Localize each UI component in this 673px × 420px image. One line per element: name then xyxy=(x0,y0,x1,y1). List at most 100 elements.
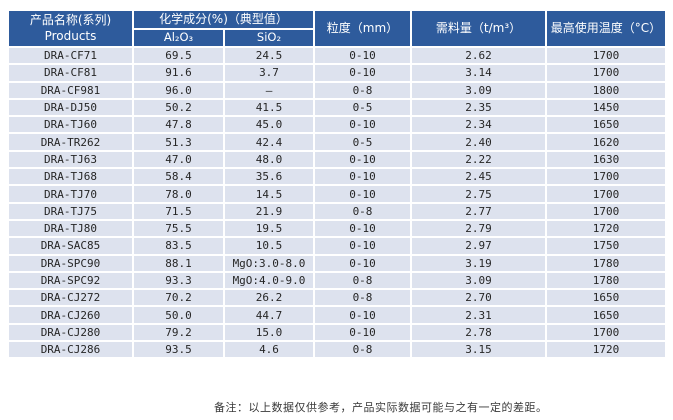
cell-sio2: 35.6 xyxy=(223,167,315,187)
header-product-en: Products xyxy=(44,28,97,43)
header-product: 产品名称(系列) Products xyxy=(7,9,134,48)
cell-name: DRA-TR262 xyxy=(7,132,134,152)
cell-name: DRA-TJ75 xyxy=(7,201,134,221)
cell-size: 0-10 xyxy=(313,149,412,170)
cell-al2o3: 71.5 xyxy=(132,201,225,221)
cell-amount: 3.09 xyxy=(410,80,547,100)
header-al2o3: Al₂O₃ xyxy=(132,28,225,48)
cell-sio2: – xyxy=(223,80,315,100)
cell-temp: 1780 xyxy=(545,270,667,291)
cell-al2o3: 70.2 xyxy=(132,288,225,308)
table-row: DRA-SPC92 93.3 MgO:4.0-9.0 0-8 3.09 1780 xyxy=(7,270,667,291)
cell-name: DRA-CF981 xyxy=(7,80,134,100)
cell-al2o3: 88.1 xyxy=(132,253,225,273)
header-chem-group: 化学成分(%)（典型值） xyxy=(132,9,315,30)
header-amount: 需料量（t/m³） xyxy=(410,9,547,48)
cell-sio2: 48.0 xyxy=(223,149,315,170)
table-row: DRA-DJ50 50.2 41.5 0-5 2.35 1450 xyxy=(7,97,667,118)
cell-amount: 2.31 xyxy=(410,305,547,325)
cell-size: 0-10 xyxy=(313,45,412,66)
table-row: DRA-CJ260 50.0 44.7 0-10 2.31 1650 xyxy=(7,305,667,325)
cell-sio2: 41.5 xyxy=(223,97,315,118)
cell-sio2: 21.9 xyxy=(223,201,315,221)
cell-name: DRA-CF71 xyxy=(7,45,134,66)
cell-size: 0-10 xyxy=(313,115,412,135)
table-row: DRA-CJ272 70.2 26.2 0-8 2.70 1650 xyxy=(7,288,667,308)
cell-temp: 1450 xyxy=(545,97,667,118)
cell-temp: 1800 xyxy=(545,80,667,100)
cell-name: DRA-TJ68 xyxy=(7,167,134,187)
cell-sio2: 44.7 xyxy=(223,305,315,325)
cell-name: DRA-CF81 xyxy=(7,63,134,83)
cell-name: DRA-SPC90 xyxy=(7,253,134,273)
cell-size: 0-10 xyxy=(313,218,412,239)
cell-amount: 2.34 xyxy=(410,115,547,135)
cell-temp: 1650 xyxy=(545,115,667,135)
cell-al2o3: 78.0 xyxy=(132,184,225,204)
cell-size: 0-8 xyxy=(313,80,412,100)
cell-al2o3: 75.5 xyxy=(132,218,225,239)
table-row: DRA-SAC85 83.5 10.5 0-10 2.97 1750 xyxy=(7,236,667,256)
cell-name: DRA-SPC92 xyxy=(7,270,134,291)
cell-al2o3: 96.0 xyxy=(132,80,225,100)
cell-size: 0-5 xyxy=(313,132,412,152)
cell-amount: 2.45 xyxy=(410,167,547,187)
cell-al2o3: 47.8 xyxy=(132,115,225,135)
cell-amount: 2.75 xyxy=(410,184,547,204)
cell-temp: 1700 xyxy=(545,184,667,204)
header-product-zh: 产品名称(系列) xyxy=(29,12,112,27)
cell-al2o3: 58.4 xyxy=(132,167,225,187)
product-spec-table: 产品名称(系列) Products 化学成分(%)（典型值） 粒度（mm） 需料… xyxy=(7,9,667,360)
cell-size: 0-10 xyxy=(313,253,412,273)
cell-size: 0-10 xyxy=(313,236,412,256)
cell-name: DRA-TJ70 xyxy=(7,184,134,204)
table-row: DRA-CJ286 93.5 4.6 0-8 3.15 1720 xyxy=(7,340,667,360)
table-row: DRA-TJ80 75.5 19.5 0-10 2.79 1720 xyxy=(7,218,667,239)
cell-al2o3: 50.2 xyxy=(132,97,225,118)
cell-temp: 1700 xyxy=(545,45,667,66)
table-row: DRA-CF71 69.5 24.5 0-10 2.62 1700 xyxy=(7,45,667,66)
cell-name: DRA-CJ272 xyxy=(7,288,134,308)
cell-amount: 2.62 xyxy=(410,45,547,66)
cell-amount: 2.97 xyxy=(410,236,547,256)
cell-size: 0-10 xyxy=(313,305,412,325)
cell-name: DRA-TJ60 xyxy=(7,115,134,135)
cell-amount: 3.09 xyxy=(410,270,547,291)
cell-amount: 2.77 xyxy=(410,201,547,221)
cell-amount: 2.35 xyxy=(410,97,547,118)
header-sio2: SiO₂ xyxy=(223,28,315,48)
cell-name: DRA-DJ50 xyxy=(7,97,134,118)
header-size: 粒度（mm） xyxy=(313,9,412,48)
cell-amount: 3.15 xyxy=(410,340,547,360)
table-row: DRA-TJ63 47.0 48.0 0-10 2.22 1630 xyxy=(7,149,667,170)
table-body: DRA-CF71 69.5 24.5 0-10 2.62 1700 DRA-CF81 91.6… xyxy=(7,45,667,360)
cell-sio2: 42.4 xyxy=(223,132,315,152)
table-row: DRA-SPC90 88.1 MgO:3.0-8.0 0-10 3.19 1780 xyxy=(7,253,667,273)
table-row: DRA-TJ68 58.4 35.6 0-10 2.45 1700 xyxy=(7,167,667,187)
cell-size: 0-8 xyxy=(313,201,412,221)
cell-al2o3: 93.5 xyxy=(132,340,225,360)
cell-size: 0-10 xyxy=(313,184,412,204)
cell-name: DRA-CJ286 xyxy=(7,340,134,360)
cell-sio2: 3.7 xyxy=(223,63,315,83)
cell-temp: 1700 xyxy=(545,63,667,83)
cell-sio2: 15.0 xyxy=(223,322,315,343)
cell-temp: 1750 xyxy=(545,236,667,256)
table-header: 产品名称(系列) Products 化学成分(%)（典型值） 粒度（mm） 需料… xyxy=(7,9,667,48)
table-row: DRA-TJ60 47.8 45.0 0-10 2.34 1650 xyxy=(7,115,667,135)
cell-sio2: 14.5 xyxy=(223,184,315,204)
cell-amount: 3.19 xyxy=(410,253,547,273)
cell-al2o3: 69.5 xyxy=(132,45,225,66)
cell-temp: 1700 xyxy=(545,167,667,187)
cell-amount: 2.70 xyxy=(410,288,547,308)
cell-al2o3: 83.5 xyxy=(132,236,225,256)
cell-name: DRA-CJ280 xyxy=(7,322,134,343)
cell-al2o3: 51.3 xyxy=(132,132,225,152)
cell-sio2: 45.0 xyxy=(223,115,315,135)
cell-sio2: 26.2 xyxy=(223,288,315,308)
footnote: 备注：以上数据仅供参考，产品实际数据可能与之有一定的差距。 xyxy=(214,401,548,414)
table-row: DRA-CF81 91.6 3.7 0-10 3.14 1700 xyxy=(7,63,667,83)
cell-al2o3: 93.3 xyxy=(132,270,225,291)
cell-amount: 2.79 xyxy=(410,218,547,239)
